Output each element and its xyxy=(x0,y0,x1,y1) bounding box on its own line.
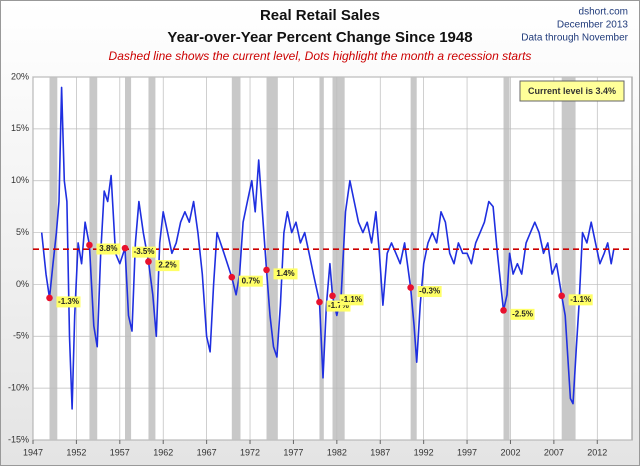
annotation-box xyxy=(326,300,351,312)
annotation: 2.2% xyxy=(158,261,176,270)
annotation-box xyxy=(96,243,121,255)
x-tick-label: 1947 xyxy=(23,447,43,457)
x-tick-label: 1972 xyxy=(240,447,260,457)
x-tick-label: 1977 xyxy=(283,447,303,457)
annotation-box xyxy=(339,294,364,306)
recession-start-dot xyxy=(500,307,507,314)
annotation-box xyxy=(568,294,593,306)
annotation-box xyxy=(417,286,442,298)
annotation: 3.8% xyxy=(99,244,117,253)
date: December 2013 xyxy=(557,20,629,31)
data-line xyxy=(40,86,615,410)
recession-band xyxy=(332,77,345,440)
recession-start-dot xyxy=(86,241,93,249)
recession-start-dot xyxy=(145,258,152,265)
y-tick-label: 5% xyxy=(16,227,29,237)
x-tick-label: 1987 xyxy=(370,447,390,457)
recession-start-dot xyxy=(329,292,336,300)
annotation: 1.4% xyxy=(276,269,294,278)
y-tick-label: -15% xyxy=(8,434,29,444)
chart-title: Real Retail Sales xyxy=(260,7,380,24)
annotation: -3.5% xyxy=(134,247,155,256)
recession-band xyxy=(231,77,241,440)
x-tick-label: 2007 xyxy=(544,447,564,457)
y-tick-label: -10% xyxy=(8,383,29,393)
x-tick-label: 1982 xyxy=(327,447,347,457)
x-tick-label: 1962 xyxy=(153,447,173,457)
data-through: Data through November xyxy=(521,33,628,44)
x-tick-label: 1957 xyxy=(110,447,130,457)
annotation-box xyxy=(155,260,180,272)
source: dshort.com xyxy=(579,7,628,18)
annotation: 0.7% xyxy=(242,276,260,285)
recession-band xyxy=(319,77,324,440)
y-tick-label: 15% xyxy=(11,123,29,133)
annotation-box xyxy=(132,246,157,258)
annotation: -1.3% xyxy=(58,297,79,306)
recession-band xyxy=(125,77,132,440)
current-level-label: Current level is 3.4% xyxy=(528,86,616,96)
y-tick-label: 10% xyxy=(11,175,29,185)
recession-band xyxy=(266,77,278,440)
recession-start-dot xyxy=(316,298,323,306)
recession-band xyxy=(561,77,576,440)
x-tick-label: 1952 xyxy=(66,447,86,457)
annotation-box xyxy=(238,275,263,287)
recession-start-dot xyxy=(407,284,414,291)
recession-band xyxy=(503,77,510,440)
annotation-box xyxy=(273,268,298,280)
recession-start-dot xyxy=(558,292,565,300)
annotation-box xyxy=(56,296,81,308)
recession-start-dot xyxy=(263,266,270,274)
recession-band xyxy=(410,77,417,440)
annotation: -2.5% xyxy=(512,309,533,318)
recession-start-dot xyxy=(228,273,236,281)
x-tick-label: 1992 xyxy=(414,447,434,457)
chart-note: Dashed line shows the current level, Dot… xyxy=(109,49,532,63)
recession-start-dot xyxy=(121,244,129,252)
y-tick-label: 0% xyxy=(16,279,29,289)
recession-band xyxy=(148,77,156,440)
annotation: -1.7% xyxy=(328,301,349,310)
annotation: -0.3% xyxy=(419,287,440,296)
y-tick-label: -5% xyxy=(13,331,29,341)
y-tick-label: 20% xyxy=(11,71,29,81)
current-level-box xyxy=(519,80,625,102)
recession-band xyxy=(89,77,98,440)
chart-subtitle: Year-over-Year Percent Change Since 1948 xyxy=(167,29,472,46)
x-tick-label: 2002 xyxy=(500,447,520,457)
x-tick-label: 1967 xyxy=(197,447,217,457)
x-tick-label: 2012 xyxy=(587,447,607,457)
annotation: -1.1% xyxy=(341,295,362,304)
x-tick-label: 1997 xyxy=(457,447,477,457)
recession-start-dot xyxy=(46,294,53,302)
annotation: -1.1% xyxy=(570,295,591,304)
annotation-box xyxy=(510,308,535,320)
